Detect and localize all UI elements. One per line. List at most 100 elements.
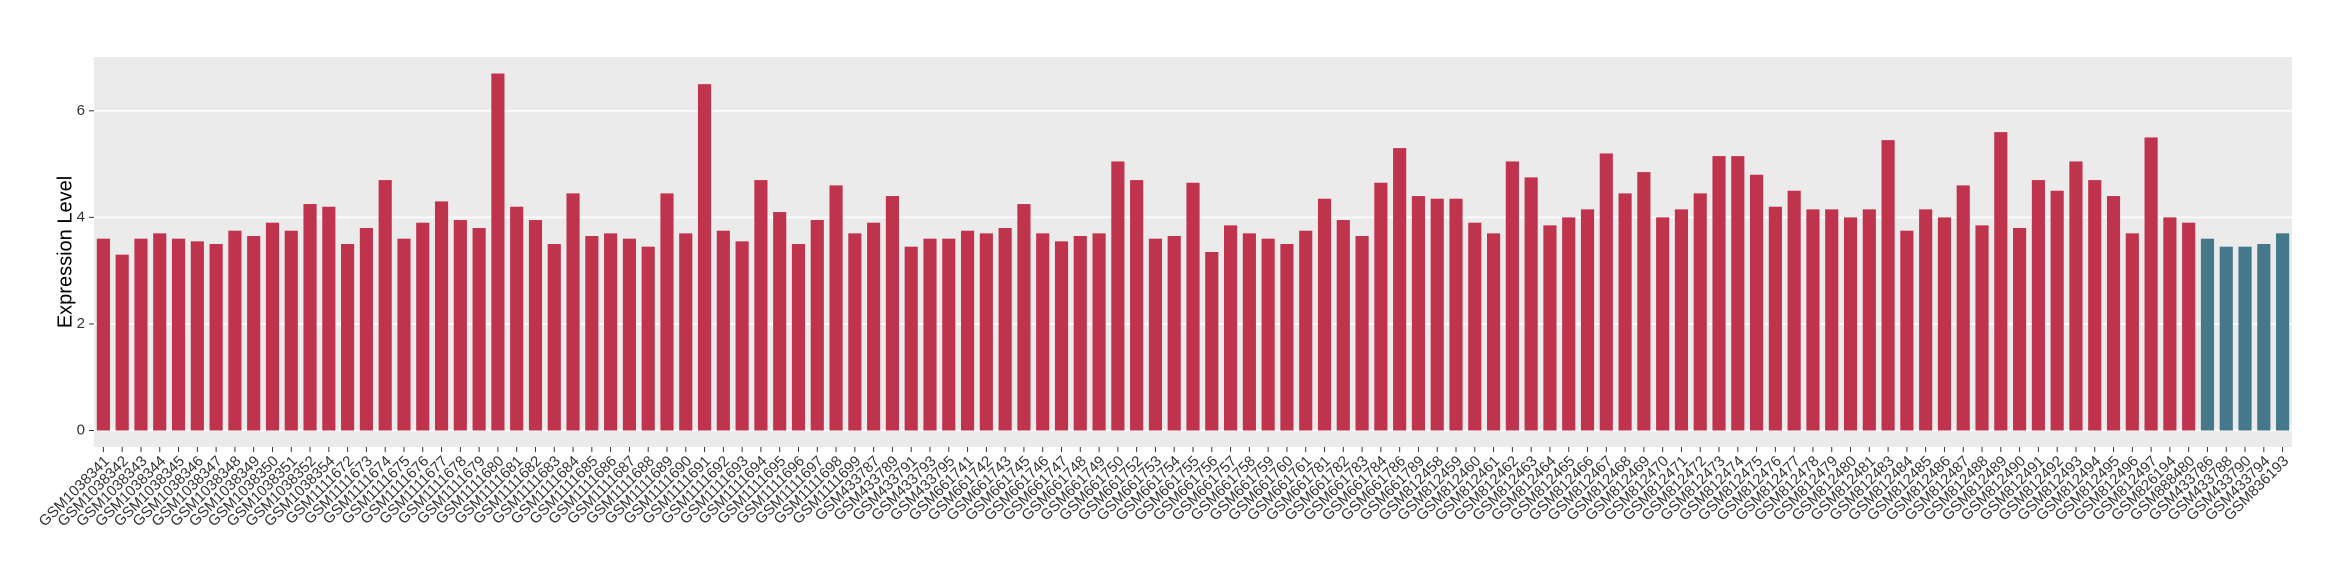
bar bbox=[190, 241, 204, 431]
bar bbox=[1242, 233, 1256, 431]
bar bbox=[1994, 132, 2008, 431]
bar bbox=[2182, 222, 2196, 431]
bar bbox=[171, 238, 186, 431]
bar bbox=[942, 238, 956, 431]
bar bbox=[829, 185, 843, 431]
bar bbox=[1862, 209, 1876, 431]
bar bbox=[960, 230, 975, 431]
bar bbox=[1205, 252, 1219, 431]
bar bbox=[1712, 156, 1726, 431]
y-tick-label: 4 bbox=[77, 208, 85, 225]
bar bbox=[1449, 198, 1463, 431]
bar bbox=[96, 238, 110, 431]
bar bbox=[566, 193, 580, 431]
bar bbox=[228, 230, 242, 431]
bar bbox=[1580, 209, 1595, 431]
bar bbox=[2238, 246, 2252, 431]
bar bbox=[1374, 182, 1388, 431]
y-tick-label: 0 bbox=[77, 421, 85, 438]
bar bbox=[885, 196, 899, 431]
bar bbox=[1618, 193, 1632, 431]
bar bbox=[1731, 156, 1745, 431]
bar bbox=[491, 73, 505, 431]
bar bbox=[923, 238, 937, 431]
bar bbox=[2013, 228, 2027, 431]
bar bbox=[322, 206, 336, 431]
bar bbox=[2050, 190, 2064, 431]
bar bbox=[2069, 161, 2083, 431]
bar bbox=[2200, 238, 2215, 431]
bar bbox=[979, 233, 993, 431]
bar bbox=[679, 233, 693, 431]
bar bbox=[265, 222, 280, 431]
bar bbox=[1656, 217, 1670, 431]
bar bbox=[1843, 217, 1858, 431]
bar bbox=[585, 236, 599, 431]
bar bbox=[2031, 180, 2045, 431]
bar bbox=[1487, 233, 1501, 431]
bar bbox=[1900, 230, 1914, 431]
bar bbox=[1881, 140, 1895, 431]
y-axis-title: Expression Level bbox=[54, 176, 76, 328]
bar bbox=[1674, 209, 1689, 431]
bar bbox=[1411, 196, 1426, 431]
bar bbox=[1768, 206, 1782, 431]
bar bbox=[1355, 236, 1369, 431]
bar bbox=[1750, 174, 1764, 431]
bar bbox=[1393, 148, 1407, 431]
bar bbox=[1937, 217, 1952, 431]
bar bbox=[1336, 220, 1350, 431]
bar bbox=[1693, 193, 1707, 431]
bar bbox=[604, 233, 618, 431]
bar bbox=[510, 206, 524, 431]
bar bbox=[1223, 225, 1238, 431]
bar bbox=[1186, 182, 1200, 431]
bar bbox=[641, 246, 655, 431]
bar bbox=[1092, 233, 1106, 431]
bar bbox=[2125, 233, 2139, 431]
bar bbox=[1562, 217, 1576, 431]
bar bbox=[754, 180, 768, 431]
bar bbox=[1130, 180, 1144, 431]
bar bbox=[2276, 233, 2290, 431]
bar bbox=[2163, 217, 2177, 431]
bar bbox=[1261, 238, 1275, 431]
bar bbox=[773, 212, 787, 431]
bar bbox=[434, 201, 449, 431]
bar bbox=[791, 244, 806, 431]
bar bbox=[1505, 161, 1519, 431]
bar bbox=[1167, 236, 1181, 431]
bar bbox=[1148, 238, 1163, 431]
bar bbox=[904, 246, 918, 431]
bar bbox=[867, 222, 881, 431]
bar bbox=[153, 233, 167, 431]
bar bbox=[1975, 225, 1989, 431]
bar bbox=[1806, 209, 1820, 431]
bar bbox=[209, 244, 223, 431]
bar bbox=[1111, 161, 1125, 431]
bar bbox=[1468, 222, 1482, 431]
bar bbox=[998, 228, 1012, 431]
bar bbox=[115, 254, 129, 431]
bar bbox=[359, 228, 373, 431]
bar bbox=[284, 230, 298, 431]
bar bbox=[2088, 180, 2102, 431]
y-tick-label: 6 bbox=[77, 102, 85, 119]
bar bbox=[416, 222, 430, 431]
bar bbox=[472, 228, 486, 431]
bar bbox=[1280, 244, 1294, 431]
bar bbox=[453, 220, 467, 431]
bar bbox=[1956, 185, 1970, 431]
bar bbox=[1299, 230, 1313, 431]
bar bbox=[716, 230, 730, 431]
bar bbox=[547, 244, 561, 431]
bar bbox=[697, 84, 712, 431]
bar bbox=[397, 238, 411, 431]
bar bbox=[1036, 233, 1050, 431]
bar bbox=[2106, 196, 2121, 431]
bar bbox=[341, 244, 355, 431]
bar bbox=[1787, 190, 1801, 431]
bar bbox=[1825, 209, 1839, 431]
bar bbox=[1073, 236, 1087, 431]
